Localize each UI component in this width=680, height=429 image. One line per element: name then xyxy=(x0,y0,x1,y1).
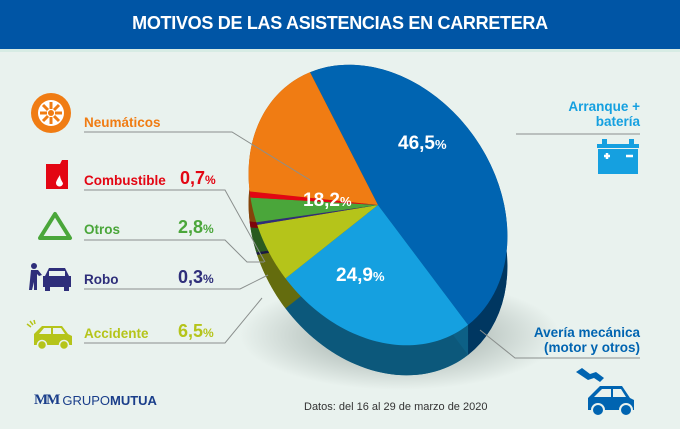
legend-combustible-label: Combustible xyxy=(84,173,166,188)
legend-neumaticos-label: Neumáticos xyxy=(84,115,161,130)
pie-label-arranque: 46,5% xyxy=(398,133,447,155)
legend-robo-label: Robo xyxy=(84,272,119,287)
percent-sign: % xyxy=(203,272,214,286)
value-text: 24,9 xyxy=(336,265,373,286)
pie-top xyxy=(248,64,508,346)
pie-slice-arranque xyxy=(310,64,508,325)
pie-slice-robo xyxy=(256,205,378,225)
legend-otros-label: Otros xyxy=(84,222,121,237)
pie-slice-averia xyxy=(285,205,469,346)
pie-slice-otros xyxy=(250,197,378,223)
value-text: 46,5 xyxy=(398,133,435,154)
fuel-can-icon xyxy=(46,160,68,189)
legend-accidente-value: 6,5% xyxy=(178,321,214,342)
label-line-2: (motor y otros) xyxy=(544,340,640,355)
chart-title: MOTIVOS DE LAS ASISTENCIAS EN CARRETERA xyxy=(0,0,680,49)
label-line-1: Arranque + xyxy=(568,99,640,114)
pie-label-averia: 24,9% xyxy=(336,265,385,287)
percent-sign: % xyxy=(203,326,214,340)
leader-neumaticos xyxy=(84,131,311,181)
legend-robo-value: 0,3% xyxy=(178,267,214,288)
tire-icon xyxy=(31,93,71,133)
data-source-note: Datos: del 16 al 29 de marzo de 2020 xyxy=(304,401,488,413)
pie-slice-neumaticos xyxy=(248,72,378,205)
percent-sign: % xyxy=(339,194,352,209)
legend-combustible-value: 0,7% xyxy=(180,168,216,189)
label-line-2: batería xyxy=(595,114,640,129)
leader-averia xyxy=(479,329,640,359)
battery-icon xyxy=(597,139,639,174)
title-text: MOTIVOS DE LAS ASISTENCIAS EN CARRETERA xyxy=(132,13,548,33)
value-text: 0,3 xyxy=(178,267,204,287)
accident-car-icon xyxy=(26,319,72,350)
leader-combustible xyxy=(84,189,266,263)
percent-sign: % xyxy=(205,173,216,187)
leader-lines xyxy=(84,131,640,359)
pie-label-neumaticos: 18,2% xyxy=(303,190,352,212)
percent-sign: % xyxy=(434,137,447,152)
percent-sign: % xyxy=(203,222,214,236)
value-text: 2,8 xyxy=(178,217,204,237)
pie-slice-accidente xyxy=(257,205,378,279)
theft-icon xyxy=(29,263,71,291)
logo-text-bold: MUTUA xyxy=(110,393,157,408)
leader-otros xyxy=(84,239,264,263)
legend-averia-label: Avería mecánica (motor y otros) xyxy=(534,325,640,355)
grupo-mutua-logo: MM GRUPO MUTUA xyxy=(34,392,157,409)
percent-sign: % xyxy=(372,269,385,284)
legend-otros-value: 2,8% xyxy=(178,217,214,238)
value-text: 18,2 xyxy=(303,190,340,211)
header-stripe xyxy=(0,49,680,52)
label-line-1: Avería mecánica xyxy=(533,325,640,340)
legend-arranque-label: Arranque + batería xyxy=(568,99,640,129)
value-text: 0,7 xyxy=(180,168,206,188)
logo-text-light: GRUPO xyxy=(62,393,110,408)
repair-car-icon xyxy=(576,368,634,416)
logo-mark: MM xyxy=(34,392,60,408)
triangle-icon xyxy=(38,212,72,240)
leader-accidente xyxy=(84,297,263,344)
leader-robo xyxy=(84,274,269,290)
value-text: 6,5 xyxy=(178,321,204,341)
legend-accidente-label: Accidente xyxy=(84,326,149,341)
